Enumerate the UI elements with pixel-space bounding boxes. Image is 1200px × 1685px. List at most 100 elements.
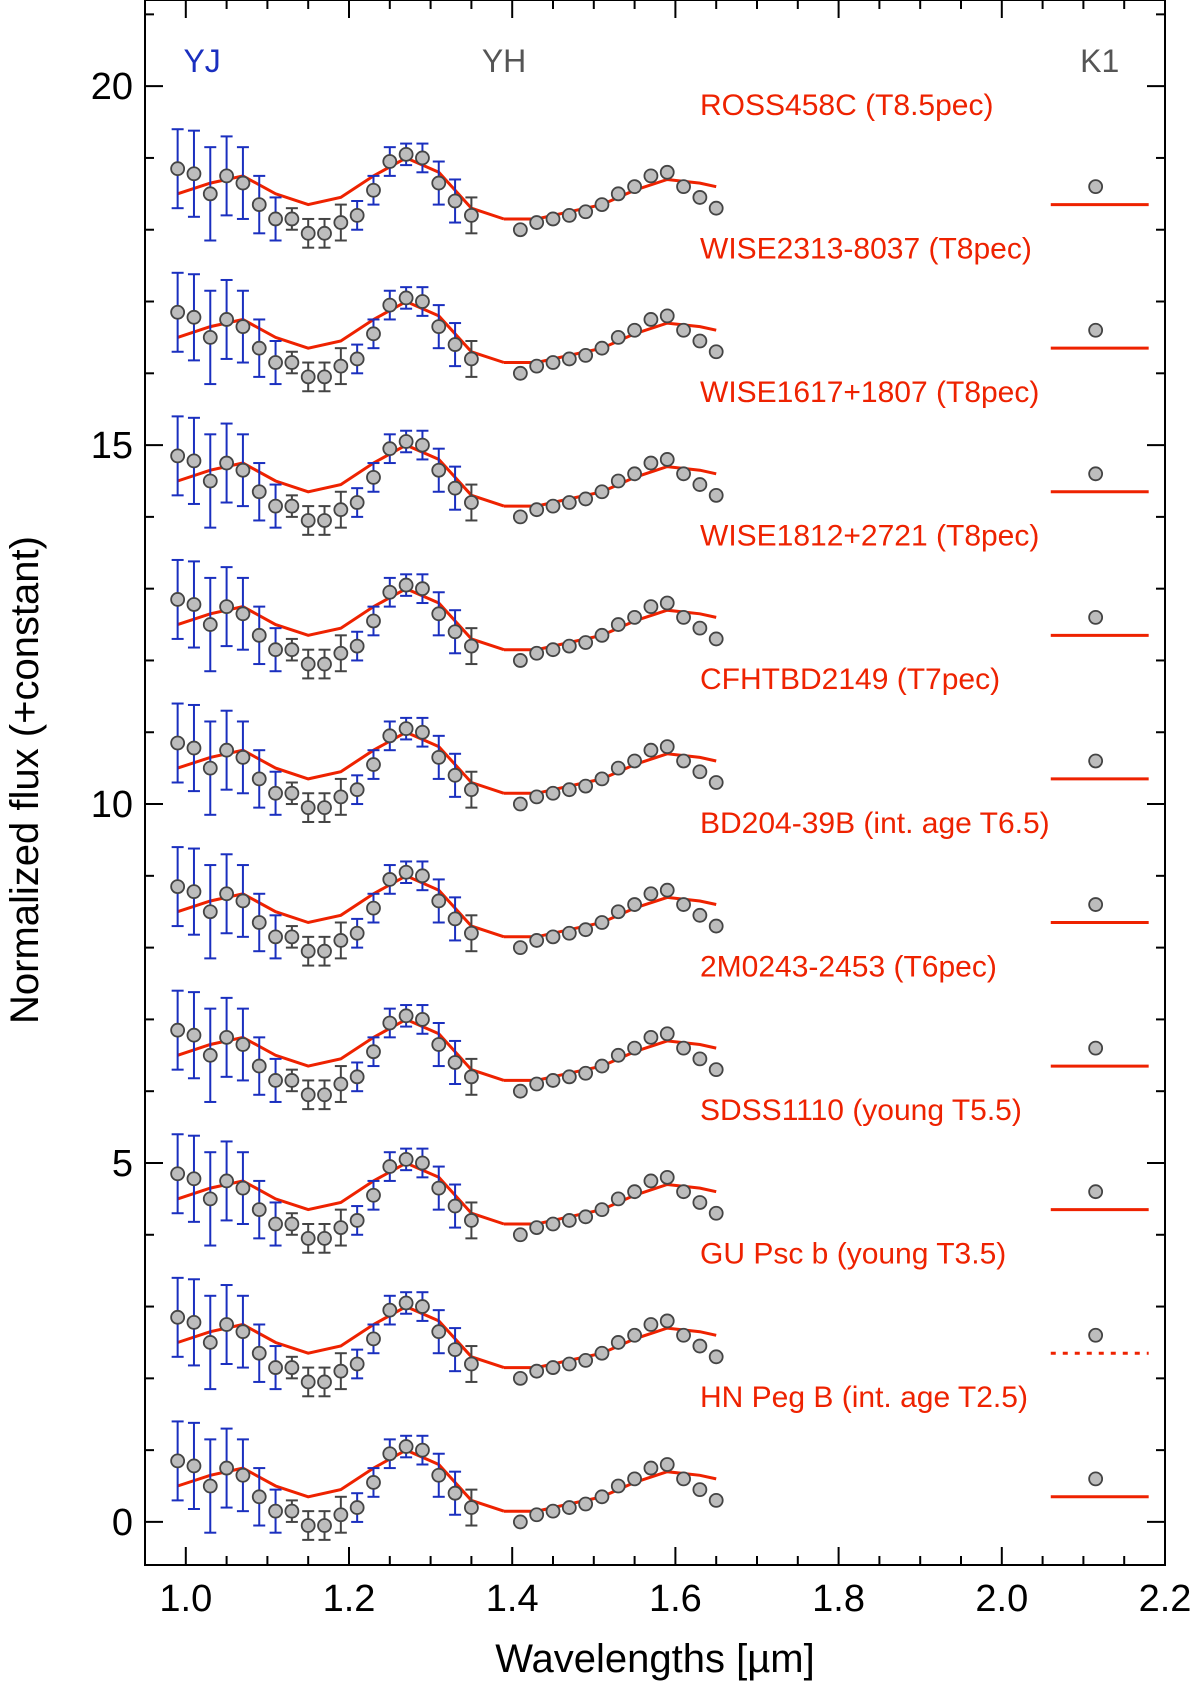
data-point — [186, 884, 202, 900]
data-point — [382, 584, 398, 600]
data-point — [382, 154, 398, 169]
data-point — [659, 739, 675, 755]
data-point — [594, 1202, 610, 1218]
data-point — [333, 1363, 349, 1379]
data-point — [415, 1155, 430, 1171]
data-point — [300, 513, 316, 528]
data-point — [692, 1338, 708, 1354]
axis-ticks — [145, 0, 1166, 1565]
data-point — [512, 222, 528, 238]
data-point — [170, 1453, 186, 1469]
data-point — [643, 1317, 659, 1332]
x-tick-label: 2.2 — [1139, 1578, 1192, 1620]
data-point — [268, 1360, 283, 1375]
data-point — [349, 925, 365, 941]
data-point — [431, 893, 447, 909]
data-point — [251, 1345, 267, 1361]
data-point — [447, 767, 463, 783]
data-point — [676, 1471, 691, 1487]
series-label: WISE1617+1807 (T8pec) — [700, 376, 1039, 409]
band-labels: YJ YH K1 — [183, 43, 1119, 79]
data-point — [366, 1331, 381, 1347]
data-point — [235, 749, 251, 765]
data-point — [529, 789, 545, 805]
data-point — [333, 502, 349, 518]
data-point — [170, 879, 186, 894]
data-point — [578, 491, 594, 507]
data-point — [545, 211, 561, 227]
data-point-k1 — [1088, 1184, 1104, 1200]
data-point — [659, 164, 675, 180]
data-point — [610, 760, 626, 776]
data-point — [643, 599, 659, 615]
data-point — [594, 484, 610, 500]
data-point — [529, 1507, 545, 1523]
data-point — [415, 437, 430, 453]
data-point — [366, 326, 381, 342]
data-point — [268, 498, 283, 514]
data-point — [431, 1180, 447, 1196]
data-point — [545, 1360, 561, 1375]
data-point — [268, 642, 283, 658]
series-label: HN Peg B (int. age T2.5) — [700, 1381, 1028, 1414]
data-point — [317, 1230, 332, 1246]
data-point — [251, 340, 267, 356]
data-point — [202, 1047, 218, 1063]
data-point — [349, 1069, 365, 1085]
series-9: HN Peg B (int. age T2.5) — [170, 1381, 1149, 1541]
band-label-yj: YJ — [183, 43, 220, 79]
data-point — [235, 1324, 251, 1340]
data-point — [692, 764, 708, 780]
data-point — [202, 1335, 218, 1350]
data-point — [578, 1353, 594, 1368]
data-point — [382, 728, 398, 744]
data-point — [512, 1227, 528, 1243]
series-label: BD204-39B (int. age T6.5) — [700, 807, 1050, 840]
data-point — [463, 1356, 479, 1372]
data-point — [561, 925, 577, 941]
data-point — [398, 1008, 414, 1024]
data-point — [708, 775, 724, 790]
data-point — [594, 771, 610, 787]
data-point — [676, 753, 691, 769]
data-point — [627, 609, 642, 625]
data-point — [447, 1342, 463, 1358]
data-point — [268, 785, 283, 801]
data-point — [415, 581, 430, 597]
data-point — [610, 1335, 626, 1350]
data-point — [398, 577, 414, 593]
data-point — [268, 929, 283, 945]
series-3: WISE1812+2721 (T8pec) — [170, 520, 1149, 680]
data-point — [643, 168, 659, 184]
data-point — [251, 197, 267, 212]
data-point — [561, 207, 577, 223]
data-point — [349, 1213, 365, 1228]
data-point — [219, 1173, 235, 1189]
plot-frame — [144, 0, 1166, 1566]
data-point — [186, 1314, 202, 1330]
data-point — [594, 340, 610, 356]
x-tick-label: 1.4 — [486, 1578, 539, 1620]
data-point — [300, 943, 316, 959]
data-point — [349, 1356, 365, 1372]
data-point — [512, 509, 528, 525]
series-label: 2M0243-2453 (T6pec) — [700, 950, 997, 983]
data-point — [349, 207, 365, 223]
data-point — [268, 1216, 283, 1232]
series-1: WISE2313-8037 (T8pec) — [170, 232, 1149, 393]
data-point — [382, 1302, 398, 1318]
data-point — [529, 502, 545, 518]
data-point — [300, 1374, 316, 1390]
data-point — [268, 211, 283, 227]
data-point — [431, 319, 447, 335]
data-point — [627, 1184, 642, 1200]
data-point — [382, 441, 398, 457]
data-point — [235, 1467, 251, 1483]
data-point — [610, 904, 626, 920]
data-point — [578, 1209, 594, 1225]
data-point — [300, 1518, 316, 1533]
data-point — [447, 1485, 463, 1501]
x-tick-label: 2.0 — [975, 1578, 1028, 1620]
data-point — [545, 1216, 561, 1232]
data-point — [235, 319, 251, 335]
